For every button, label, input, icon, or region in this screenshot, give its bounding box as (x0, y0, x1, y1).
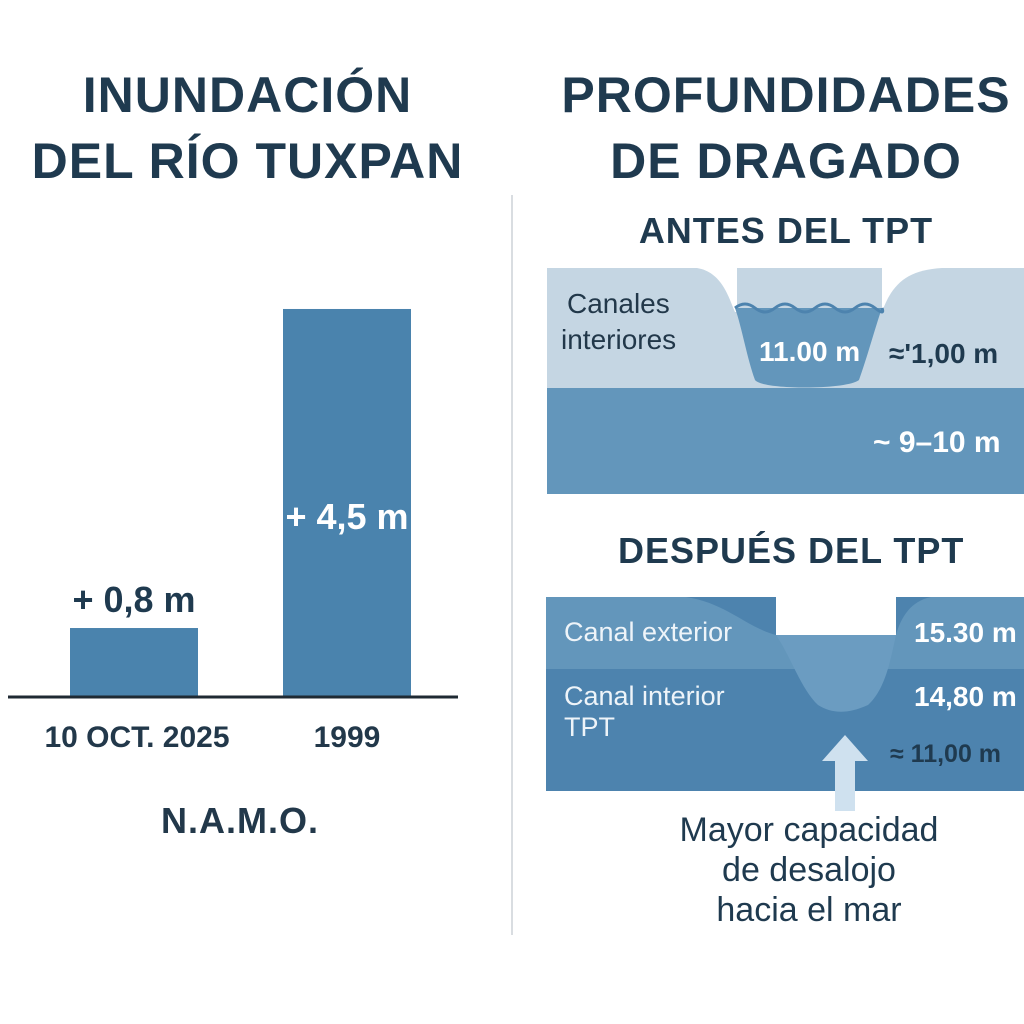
after-channel (776, 635, 896, 712)
before-cross-section (547, 268, 1024, 494)
bar-0 (70, 628, 198, 697)
left-title-line2: DEL RÍO TUXPAN (31, 133, 464, 189)
right-title-line1: PROFUNDIDADES (561, 67, 1011, 123)
after-inner-depth: 14,80 m (914, 681, 1017, 712)
before-channel-depth: 11.00 m (759, 336, 861, 367)
up-arrow-icon (822, 735, 868, 811)
after-inner-label-line1: Canal interior (564, 681, 725, 711)
before-deep-water (547, 388, 1024, 494)
left-title-line1: INUNDACIÓN (82, 67, 413, 123)
before-diagram: Canales interiores 11.00 m ≈'1,00 m ~ 9–… (547, 268, 1024, 494)
after-note-line1: Mayor capacidad (679, 811, 939, 849)
after-note: Mayor capacidad de desalojo hacia el mar (600, 810, 1018, 930)
category-label-0: 10 OCT. 2025 (44, 721, 229, 754)
left-title: INUNDACIÓN DEL RÍO TUXPAN (20, 62, 475, 194)
chart-xlabel: N.A.M.O. (161, 800, 319, 841)
after-outer-layer (546, 597, 1024, 669)
after-sky (776, 597, 896, 635)
before-side-depth: ≈'1,00 m (889, 338, 999, 369)
panel-divider (511, 195, 513, 935)
bar-value-label-0: + 0,8 m (72, 579, 195, 620)
right-title-line2: DE DRAGADO (610, 133, 962, 189)
before-wave-line (734, 302, 885, 314)
before-channel (735, 308, 882, 388)
before-heading: ANTES DEL TPT (638, 210, 934, 251)
after-diagram: Canal exterior Canal interior TPT 15.30 … (546, 597, 1024, 791)
after-outer-label: Canal exterior (564, 617, 733, 647)
category-label-1: 1999 (314, 721, 381, 754)
right-title: PROFUNDIDADES DE DRAGADO (548, 62, 1024, 194)
after-inner-label-line2: TPT (564, 712, 615, 742)
before-label-line2: interiores (561, 324, 677, 355)
bar-1 (283, 308, 411, 697)
after-note-line2: de desalojo (722, 851, 896, 889)
before-label-line1: Canales (567, 288, 670, 319)
after-outer-depth: 15.30 m (914, 617, 1017, 648)
after-note-line3: hacia el mar (716, 891, 902, 929)
after-heading: DESPUÉS DEL TPT (618, 530, 965, 571)
before-base-depth: ~ 9–10 m (873, 426, 1001, 459)
after-cross-section (546, 597, 1024, 791)
bar-value-label-1: + 4,5 m (285, 496, 408, 537)
flood-bar-chart: + 0,8 m 10 OCT. 2025 + 4,5 m 1999 (8, 308, 458, 754)
after-approx-depth: ≈ 11,00 m (890, 740, 1002, 768)
